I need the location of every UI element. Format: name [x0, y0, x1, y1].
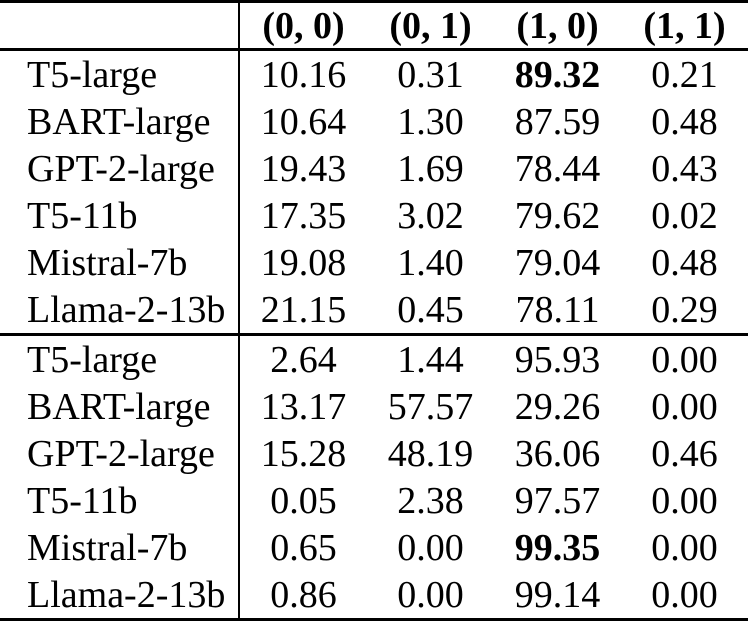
- row-label: Llama-2-13b: [0, 286, 240, 333]
- value-cell: 0.31: [397, 53, 464, 96]
- row-label: Llama-2-13b: [0, 571, 240, 618]
- table-row: T5-11b 0.05 2.38 97.57 0.00: [0, 477, 748, 524]
- table-row: BART-large 10.64 1.30 87.59 0.48: [0, 98, 748, 145]
- value-cell: 78.11: [515, 288, 600, 331]
- value-cell: 99.14: [514, 573, 601, 616]
- table-row: T5-large 10.16 0.31 89.32 0.21: [0, 51, 748, 98]
- value-cell: 87.59: [514, 100, 601, 143]
- value-cell: 2.38: [397, 479, 464, 522]
- value-cell: 0.00: [651, 385, 718, 428]
- value-cell: 3.02: [397, 194, 464, 237]
- bottom-rule: [0, 618, 748, 621]
- value-cell: 29.26: [514, 385, 601, 428]
- value-cell: 0.21: [651, 53, 718, 96]
- value-cell: 79.04: [514, 241, 601, 284]
- header-cell: (0, 1): [389, 4, 472, 47]
- header-cell: (1, 0): [516, 4, 599, 47]
- value-cell: 36.06: [514, 432, 601, 475]
- row-label: Mistral-7b: [0, 524, 240, 571]
- table-row: Llama-2-13b 0.86 0.00 99.14 0.00: [0, 571, 748, 618]
- header-cell: (1, 1): [643, 4, 726, 47]
- table-section-2: T5-large 2.64 1.44 95.93 0.00 BART-large…: [0, 336, 748, 618]
- value-cell: 1.40: [397, 241, 464, 284]
- value-cell: 17.35: [260, 194, 347, 237]
- value-cell: 0.00: [651, 479, 718, 522]
- value-cell: 1.44: [397, 338, 464, 381]
- table-row: Mistral-7b 0.65 0.00 99.35 0.00: [0, 524, 748, 571]
- value-cell: 0.00: [651, 526, 718, 569]
- table-row: Mistral-7b 19.08 1.40 79.04 0.48: [0, 239, 748, 286]
- value-cell: 0.48: [651, 100, 718, 143]
- table-section-1: T5-large 10.16 0.31 89.32 0.21 BART-larg…: [0, 51, 748, 333]
- value-cell: 2.64: [270, 338, 337, 381]
- value-cell: 97.57: [514, 479, 601, 522]
- header-rule: [0, 48, 748, 51]
- value-cell: 0.02: [651, 194, 718, 237]
- header-cell: (0, 0): [262, 4, 345, 47]
- row-label: T5-11b: [0, 477, 240, 524]
- section-divider-rule: [0, 333, 748, 336]
- table-row: Llama-2-13b 21.15 0.45 78.11 0.29: [0, 286, 748, 333]
- value-cell: 0.65: [270, 526, 337, 569]
- row-label: T5-large: [0, 336, 240, 383]
- value-cell: 10.16: [260, 53, 347, 96]
- value-cell: 99.35: [514, 526, 601, 569]
- value-cell: 0.46: [651, 432, 718, 475]
- value-cell: 19.43: [260, 147, 347, 190]
- value-cell: 0.48: [651, 241, 718, 284]
- value-cell: 15.28: [260, 432, 347, 475]
- value-cell: 13.17: [260, 385, 347, 428]
- value-cell: 0.43: [651, 147, 718, 190]
- row-label: GPT-2-large: [0, 145, 240, 192]
- value-cell: 1.30: [397, 100, 464, 143]
- value-cell: 0.00: [397, 526, 464, 569]
- value-cell: 89.32: [514, 53, 601, 96]
- table-row: T5-11b 17.35 3.02 79.62 0.02: [0, 192, 748, 239]
- row-label: GPT-2-large: [0, 430, 240, 477]
- value-cell: 0.86: [270, 573, 337, 616]
- value-cell: 1.69: [397, 147, 464, 190]
- header-corner-cell: [0, 3, 240, 48]
- value-cell: 0.00: [651, 338, 718, 381]
- value-cell: 10.64: [260, 100, 347, 143]
- top-rule: [0, 0, 748, 3]
- value-cell: 0.05: [270, 479, 337, 522]
- value-cell: 21.15: [260, 288, 347, 331]
- value-cell: 0.29: [651, 288, 718, 331]
- row-label: T5-large: [0, 51, 240, 98]
- value-cell: 0.00: [651, 573, 718, 616]
- value-cell: 95.93: [514, 338, 601, 381]
- table-row: T5-large 2.64 1.44 95.93 0.00: [0, 336, 748, 383]
- table-row: GPT-2-large 19.43 1.69 78.44 0.43: [0, 145, 748, 192]
- value-cell: 0.00: [397, 573, 464, 616]
- value-cell: 19.08: [260, 241, 347, 284]
- row-label: Mistral-7b: [0, 239, 240, 286]
- value-cell: 48.19: [387, 432, 474, 475]
- value-cell: 57.57: [387, 385, 474, 428]
- header-row: (0, 0) (0, 1) (1, 0) (1, 1): [0, 3, 748, 48]
- row-label: BART-large: [0, 383, 240, 430]
- value-cell: 79.62: [514, 194, 601, 237]
- table-row: BART-large 13.17 57.57 29.26 0.00: [0, 383, 748, 430]
- table-row: GPT-2-large 15.28 48.19 36.06 0.46: [0, 430, 748, 477]
- value-cell: 0.45: [397, 288, 464, 331]
- row-label: T5-11b: [0, 192, 240, 239]
- row-label: BART-large: [0, 98, 240, 145]
- value-cell: 78.44: [514, 147, 601, 190]
